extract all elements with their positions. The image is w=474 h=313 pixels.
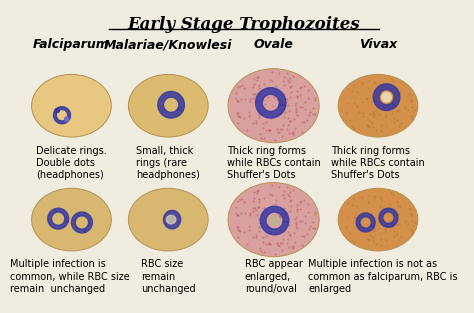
Ellipse shape: [128, 188, 208, 251]
Ellipse shape: [228, 69, 319, 143]
Polygon shape: [54, 107, 71, 124]
Text: Early Stage Trophozoites: Early Stage Trophozoites: [128, 16, 361, 33]
Text: Multiple infection is not as
common as falciparum, RBC is
enlarged: Multiple infection is not as common as f…: [308, 259, 457, 294]
Text: Delicate rings.
Double dots
(headphones): Delicate rings. Double dots (headphones): [36, 146, 107, 180]
Ellipse shape: [338, 74, 418, 137]
Polygon shape: [48, 208, 69, 229]
Text: Falciparum: Falciparum: [33, 38, 110, 51]
Polygon shape: [379, 208, 398, 227]
Ellipse shape: [32, 74, 111, 137]
Text: Small, thick
rings (rare
headphones): Small, thick rings (rare headphones): [137, 146, 200, 180]
Text: RBC size
remain
unchanged: RBC size remain unchanged: [141, 259, 196, 294]
Text: Vivax: Vivax: [359, 38, 397, 51]
Polygon shape: [356, 213, 375, 232]
Polygon shape: [164, 210, 181, 229]
Circle shape: [55, 108, 59, 113]
Ellipse shape: [32, 188, 111, 251]
Polygon shape: [166, 215, 176, 224]
Circle shape: [64, 117, 69, 121]
Circle shape: [270, 216, 279, 225]
Text: Malariae/Knowlesi: Malariae/Knowlesi: [104, 38, 233, 51]
Text: Ovale: Ovale: [254, 38, 293, 51]
Text: Multiple infection is
common, while RBC size
remain  unchanged: Multiple infection is common, while RBC …: [9, 259, 129, 294]
Text: Thick ring forms
while RBCs contain
Shuffer's Dots: Thick ring forms while RBCs contain Shuf…: [227, 146, 320, 180]
Ellipse shape: [128, 74, 208, 137]
Polygon shape: [373, 84, 400, 110]
Ellipse shape: [228, 182, 319, 257]
Polygon shape: [260, 206, 289, 235]
Polygon shape: [72, 212, 92, 233]
Polygon shape: [158, 91, 184, 118]
Polygon shape: [255, 88, 286, 118]
Ellipse shape: [338, 188, 418, 251]
Text: Thick ring forms
while RBCs contain
Shuffer's Dots: Thick ring forms while RBCs contain Shuf…: [331, 146, 425, 180]
Circle shape: [382, 92, 392, 102]
Text: RBC appear
enlarged,
round/oval: RBC appear enlarged, round/oval: [245, 259, 302, 294]
